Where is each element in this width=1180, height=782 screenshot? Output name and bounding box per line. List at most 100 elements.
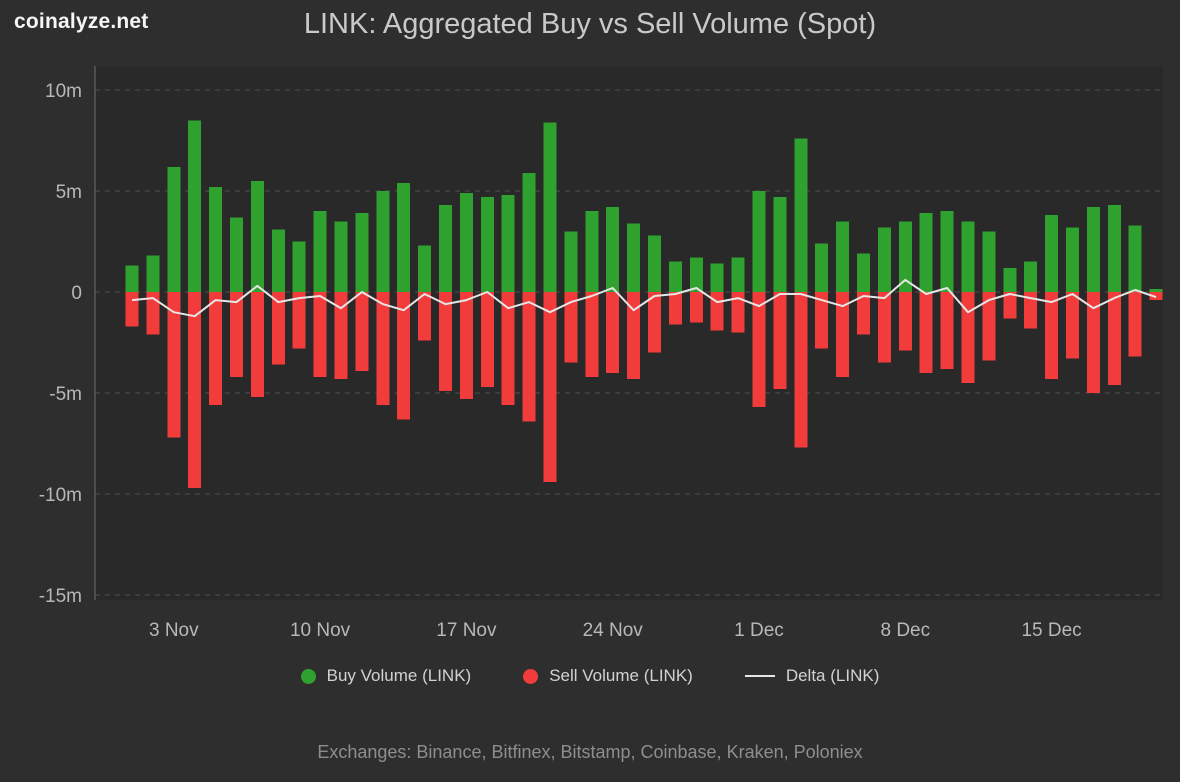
- volume-chart[interactable]: 10m 5m 0 -5m -10m -15m 3 Nov 10 Nov 17 Nov 24 Nov…: [0, 48, 1180, 648]
- buy-volume-bar[interactable]: [439, 205, 452, 292]
- sell-volume-bar[interactable]: [877, 292, 891, 363]
- sell-volume-bar[interactable]: [1024, 292, 1038, 329]
- buy-volume-bar[interactable]: [1003, 267, 1017, 292]
- buy-volume-bar[interactable]: [898, 221, 912, 292]
- buy-volume-bar[interactable]: [606, 207, 620, 292]
- buy-volume-bar[interactable]: [376, 191, 390, 292]
- buy-volume-bar[interactable]: [418, 245, 432, 293]
- sell-volume-bar[interactable]: [1107, 292, 1121, 385]
- sell-volume-bar[interactable]: [710, 292, 724, 331]
- buy-volume-bar[interactable]: [292, 241, 306, 293]
- buy-volume-bar[interactable]: [1128, 225, 1142, 292]
- buy-volume-bar[interactable]: [815, 243, 829, 293]
- buy-volume-bar[interactable]: [543, 122, 557, 292]
- sell-volume-bar[interactable]: [188, 292, 202, 488]
- buy-volume-bar[interactable]: [167, 166, 181, 292]
- buy-volume-bar[interactable]: [627, 223, 641, 292]
- buy-volume-bar[interactable]: [836, 221, 850, 292]
- sell-volume-bar[interactable]: [543, 292, 557, 482]
- sell-volume-bar[interactable]: [815, 292, 829, 349]
- sell-volume-bar[interactable]: [857, 292, 870, 335]
- legend-delta[interactable]: Delta (LINK): [744, 666, 879, 686]
- legend-buy-volume[interactable]: Buy Volume (LINK): [300, 666, 471, 686]
- sell-volume-bar[interactable]: [480, 292, 494, 387]
- sell-volume-bar[interactable]: [146, 292, 160, 335]
- sell-volume-bar[interactable]: [1003, 292, 1017, 319]
- sell-volume-bar[interactable]: [1066, 292, 1079, 359]
- sell-volume-bar[interactable]: [355, 292, 369, 371]
- buy-volume-bar[interactable]: [919, 213, 933, 292]
- sell-volume-bar[interactable]: [585, 292, 599, 377]
- sell-volume-bar[interactable]: [836, 292, 850, 377]
- buy-volume-bar[interactable]: [1066, 227, 1079, 292]
- sell-volume-bar[interactable]: [940, 292, 954, 369]
- sell-volume-bar[interactable]: [919, 292, 933, 373]
- buy-volume-bar[interactable]: [773, 197, 787, 292]
- sell-volume-bar[interactable]: [376, 292, 390, 406]
- buy-volume-bar[interactable]: [668, 261, 682, 292]
- buy-volume-bar[interactable]: [313, 211, 327, 292]
- buy-volume-bar[interactable]: [146, 255, 160, 292]
- buy-volume-bar[interactable]: [1086, 207, 1100, 292]
- sell-volume-bar[interactable]: [648, 292, 661, 353]
- sell-volume-bar[interactable]: [250, 292, 264, 397]
- sell-volume-bar[interactable]: [627, 292, 641, 379]
- buy-volume-bar[interactable]: [355, 213, 369, 292]
- sell-volume-bar[interactable]: [397, 292, 411, 420]
- buy-volume-bar[interactable]: [250, 180, 264, 292]
- buy-volume-bar[interactable]: [271, 229, 285, 292]
- buy-volume-bar[interactable]: [585, 211, 599, 292]
- buy-volume-bar[interactable]: [648, 235, 661, 292]
- buy-volume-bar[interactable]: [501, 195, 515, 292]
- sell-volume-bar[interactable]: [209, 292, 223, 406]
- buy-volume-bar[interactable]: [1045, 215, 1059, 292]
- sell-volume-bar[interactable]: [752, 292, 766, 408]
- buy-volume-bar[interactable]: [397, 182, 411, 292]
- buy-volume-bar[interactable]: [564, 231, 578, 292]
- sell-volume-bar[interactable]: [731, 292, 745, 333]
- sell-volume-bar[interactable]: [982, 292, 996, 361]
- buy-volume-bar[interactable]: [1149, 289, 1163, 292]
- sell-volume-bar[interactable]: [1128, 292, 1142, 357]
- sell-volume-bar[interactable]: [773, 292, 787, 389]
- sell-volume-bar[interactable]: [1086, 292, 1100, 393]
- sell-volume-bar[interactable]: [230, 292, 243, 377]
- sell-volume-bar[interactable]: [1045, 292, 1059, 379]
- sell-volume-bar[interactable]: [167, 292, 181, 438]
- buy-volume-bar[interactable]: [752, 191, 766, 292]
- buy-volume-bar[interactable]: [710, 263, 724, 292]
- sell-volume-bar[interactable]: [439, 292, 452, 391]
- sell-volume-bar[interactable]: [961, 292, 975, 383]
- sell-volume-bar[interactable]: [292, 292, 306, 349]
- buy-volume-bar[interactable]: [188, 120, 202, 292]
- buy-volume-bar[interactable]: [522, 172, 536, 292]
- sell-volume-bar[interactable]: [271, 292, 285, 365]
- sell-volume-bar[interactable]: [501, 292, 515, 406]
- sell-volume-bar[interactable]: [125, 292, 139, 327]
- sell-volume-bar[interactable]: [689, 292, 703, 323]
- sell-volume-bar[interactable]: [522, 292, 536, 422]
- buy-volume-bar[interactable]: [940, 211, 954, 292]
- buy-volume-bar[interactable]: [209, 187, 223, 292]
- legend-sell-volume[interactable]: Sell Volume (LINK): [523, 666, 693, 686]
- sell-volume-bar[interactable]: [898, 292, 912, 351]
- buy-volume-bar[interactable]: [334, 221, 348, 292]
- sell-volume-bar[interactable]: [313, 292, 327, 377]
- buy-volume-bar[interactable]: [459, 193, 473, 292]
- sell-volume-bar[interactable]: [606, 292, 620, 373]
- buy-volume-bar[interactable]: [1107, 205, 1121, 292]
- sell-volume-bar[interactable]: [794, 292, 808, 448]
- buy-volume-bar[interactable]: [480, 197, 494, 292]
- sell-volume-bar[interactable]: [459, 292, 473, 400]
- buy-volume-bar[interactable]: [982, 231, 996, 292]
- buy-volume-bar[interactable]: [230, 217, 243, 292]
- buy-volume-bar[interactable]: [125, 265, 139, 292]
- buy-volume-bar[interactable]: [794, 138, 808, 293]
- buy-volume-bar[interactable]: [877, 227, 891, 292]
- sell-volume-bar[interactable]: [668, 292, 682, 325]
- buy-volume-bar[interactable]: [961, 221, 975, 292]
- sell-volume-bar[interactable]: [564, 292, 578, 363]
- sell-volume-bar[interactable]: [418, 292, 432, 341]
- buy-volume-bar[interactable]: [1024, 261, 1038, 292]
- buy-volume-bar[interactable]: [731, 257, 745, 292]
